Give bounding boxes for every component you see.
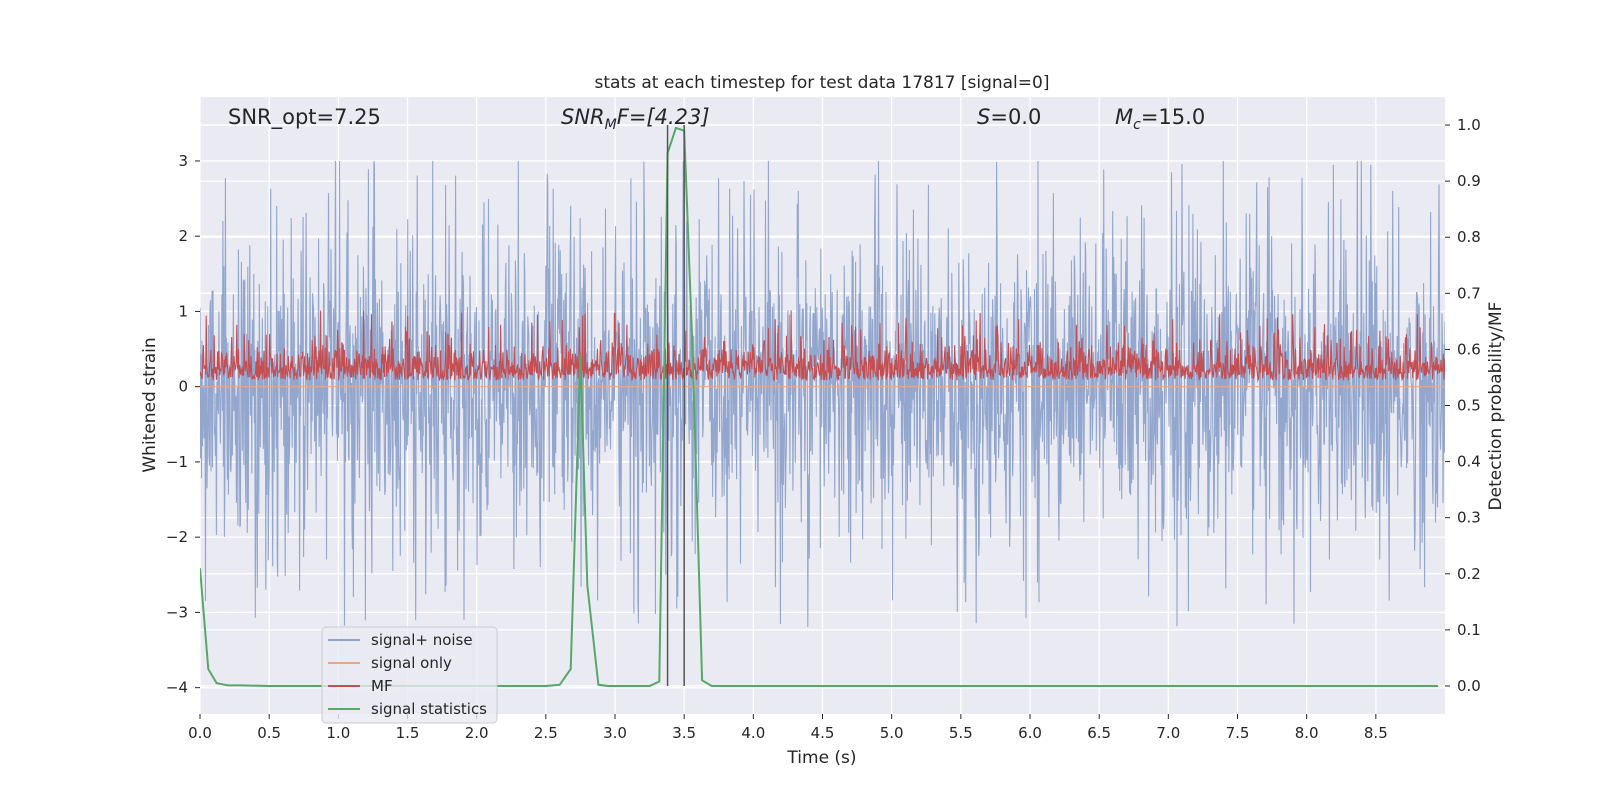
series-mf [200, 310, 1445, 382]
x-tick-label: 5.0 [880, 724, 904, 742]
x-axis-ticks: 0.0 0.5 1.0 1.5 2.0 2.5 3.0 3.5 4.0 4.5 5.0 5.5 6.0 6… [188, 714, 1388, 742]
x-tick-label: 7.0 [1156, 724, 1180, 742]
legend: signal+ noise signal only MF signal stat… [321, 626, 498, 724]
x-tick-label: 6.0 [1018, 724, 1042, 742]
annotation-s: S=0.0 [977, 105, 1041, 129]
right-y-axis-label: Detection probability/MF [1486, 302, 1506, 511]
series-signal-statistics [200, 126, 1439, 687]
right-y-tick-label: 0.6 [1457, 340, 1481, 358]
left-y-tick-label: 3 [178, 152, 188, 170]
x-tick-label: 2.0 [465, 724, 489, 742]
mc-prefix: M [1115, 105, 1133, 129]
right-y-tick-label: 0.2 [1457, 565, 1481, 583]
left-y-tick-label: 0 [178, 378, 188, 396]
right-y-tick-label: 0.0 [1457, 677, 1481, 695]
legend-label-signal-only: signal only [371, 654, 452, 672]
left-y-axis-ticks: 3 2 1 0 −1 −2 −3 −4 [166, 152, 200, 697]
s-suffix: =0.0 [990, 105, 1041, 129]
right-y-tick-label: 0.4 [1457, 453, 1481, 471]
x-tick-label: 7.5 [1226, 724, 1250, 742]
annotation-mc: Mc=15.0 [1115, 105, 1205, 133]
x-tick-label: 6.5 [1087, 724, 1111, 742]
detection-vlines [666, 125, 685, 686]
left-y-tick-label: −4 [166, 679, 188, 697]
snr-mf-prefix: SNR [561, 105, 605, 129]
right-y-tick-label: 0.9 [1457, 172, 1481, 190]
s-prefix: S [977, 105, 990, 129]
x-tick-label: 8.5 [1364, 724, 1388, 742]
left-y-tick-label: −2 [166, 528, 188, 546]
mc-suffix: =15.0 [1141, 105, 1205, 129]
left-y-tick-label: 1 [178, 302, 188, 320]
mc-subscript: c [1133, 117, 1141, 133]
annotation-snr-mf: SNRMF=[4.23] [561, 105, 710, 133]
left-y-axis-label: Whitened strain [140, 337, 160, 472]
legend-label-signal-statistics: signal statistics [371, 700, 487, 718]
left-y-tick-label: −3 [166, 603, 188, 621]
right-y-tick-label: 0.7 [1457, 284, 1481, 302]
right-y-tick-label: 0.3 [1457, 509, 1481, 527]
x-tick-label: 3.5 [672, 724, 696, 742]
right-y-tick-label: 1.0 [1457, 116, 1481, 134]
x-tick-label: 4.0 [741, 724, 765, 742]
series-layer [200, 125, 1445, 687]
legend-frame [321, 626, 498, 724]
x-tick-label: 3.0 [603, 724, 627, 742]
x-tick-label: 0.0 [188, 724, 212, 742]
right-y-axis-ticks: 1.0 0.9 0.8 0.7 0.6 0.5 0.4 0.3 0.2 0.1 0.0 [1445, 116, 1481, 695]
x-tick-label: 5.5 [949, 724, 973, 742]
x-tick-label: 8.0 [1295, 724, 1319, 742]
signal-statistics-line [200, 126, 1439, 687]
x-axis-label: Time (s) [786, 748, 856, 768]
right-y-tick-label: 0.1 [1457, 621, 1481, 639]
annotation-snr-opt: SNR_opt=7.25 [228, 105, 381, 130]
x-tick-label: 1.5 [396, 724, 420, 742]
chart-title: stats at each timestep for test data 178… [595, 73, 1050, 93]
legend-label-signal-plus-noise: signal+ noise [371, 631, 473, 649]
x-tick-label: 0.5 [257, 724, 281, 742]
right-y-tick-label: 0.5 [1457, 397, 1481, 415]
left-y-tick-label: 2 [178, 227, 188, 245]
x-tick-label: 2.5 [534, 724, 558, 742]
x-tick-label: 1.0 [326, 724, 350, 742]
snr-mf-subscript: M [605, 117, 617, 133]
snr-mf-suffix: F=[4.23] [617, 105, 710, 129]
right-y-tick-label: 0.8 [1457, 228, 1481, 246]
legend-label-mf: MF [371, 677, 393, 695]
x-tick-label: 4.5 [811, 724, 835, 742]
left-y-tick-label: −1 [166, 453, 188, 471]
mf-line [200, 310, 1445, 382]
